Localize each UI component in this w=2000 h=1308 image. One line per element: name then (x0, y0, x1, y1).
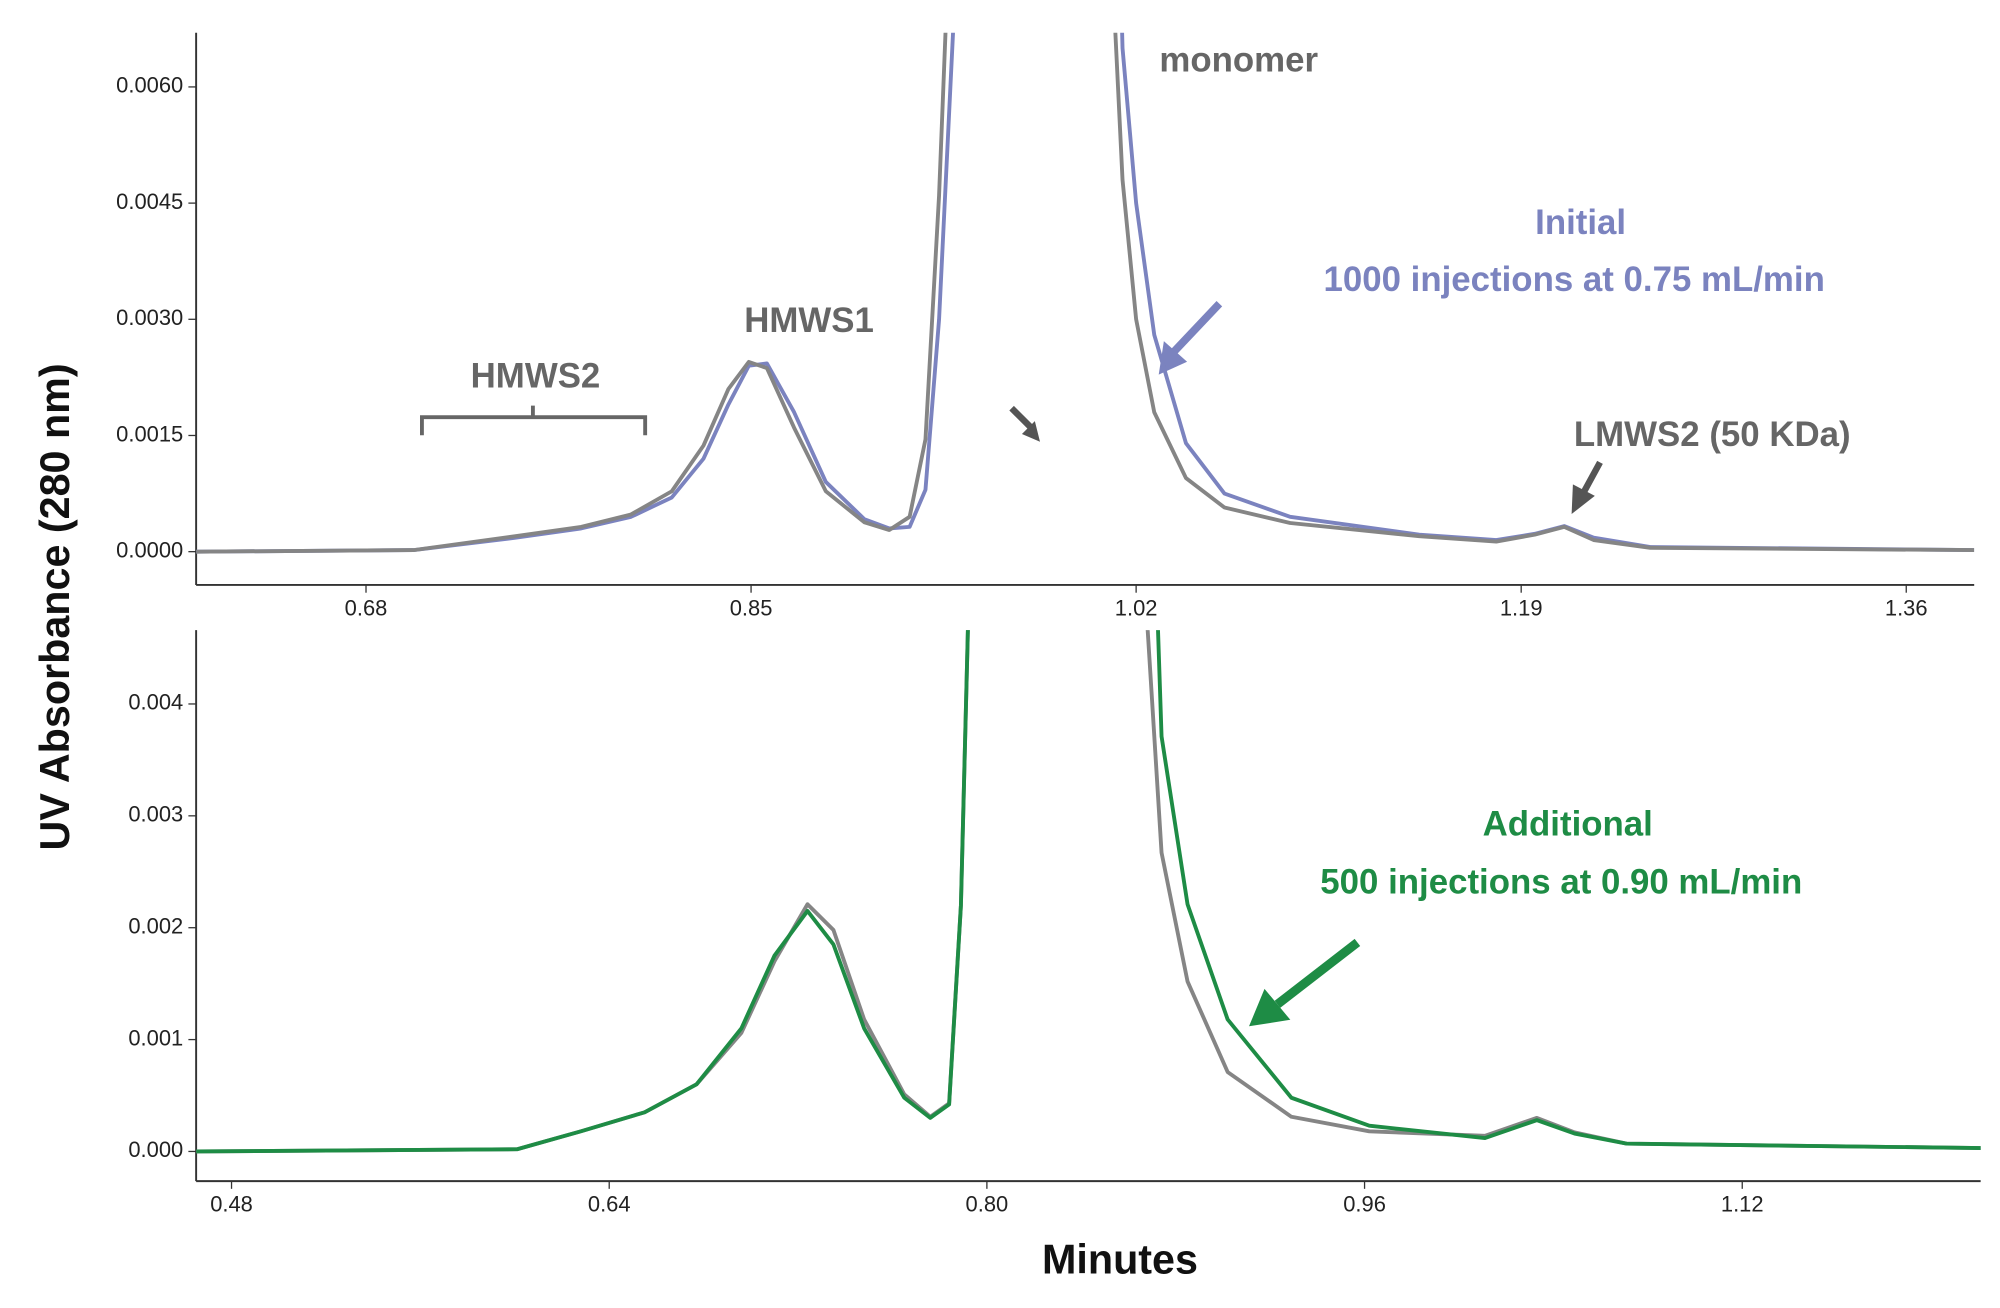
x-tick-label: 1.36 (1885, 595, 1928, 620)
arrow (1581, 460, 1603, 493)
y-tick-label: 0.000 (128, 1137, 183, 1162)
series-line (196, 32, 1975, 554)
x-tick-label: 0.85 (730, 595, 773, 620)
y-tick-label: 0.004 (128, 690, 183, 715)
arrow (1274, 938, 1361, 1008)
arrow-head (1021, 421, 1040, 442)
annotation: Initial (1535, 203, 1626, 242)
y-tick-label: 0.001 (128, 1025, 183, 1050)
x-tick-label: 0.96 (1343, 1191, 1386, 1216)
arrow (1009, 405, 1035, 432)
x-tick-label: 0.48 (210, 1191, 253, 1216)
arrow-head (1158, 341, 1188, 375)
plot-area (196, 32, 1975, 554)
y-tick-label: 0.0060 (116, 73, 183, 98)
annotation: 500 injections at 0.90 mL/min (1320, 863, 1802, 902)
arrow-head (1249, 988, 1291, 1027)
annotation-arrows (420, 301, 1603, 1027)
x-tick-label: 0.80 (966, 1191, 1009, 1216)
x-tick-label: 1.19 (1500, 595, 1543, 620)
annotation: HMWS2 (471, 357, 601, 396)
arrow-head (1571, 484, 1595, 514)
y-tick-label: 0.002 (128, 914, 183, 939)
annotation: LMWS2 (50 KDa) (1574, 415, 1851, 454)
annotation: monomer (1159, 41, 1318, 80)
plot-area (196, 630, 1981, 1154)
y-axis-title: UV Absorbance (280 nm) (32, 363, 78, 850)
y-tick-label: 0.0015 (116, 421, 183, 446)
series-line (196, 630, 1981, 1154)
arrow (1171, 301, 1223, 355)
annotation: 1000 injections at 0.75 mL/min (1324, 260, 1825, 299)
y-tick-label: 0.0030 (116, 305, 183, 330)
y-tick-label: 0.0045 (116, 189, 183, 214)
x-tick-label: 1.12 (1721, 1191, 1764, 1216)
x-tick-label: 1.02 (1115, 595, 1158, 620)
series-line (196, 630, 1981, 1154)
annotation: HMWS1 (744, 301, 874, 340)
x-axis-title: Minutes (1042, 1236, 1198, 1282)
bracket (420, 405, 648, 436)
x-tick-label: 0.68 (345, 595, 388, 620)
annotation: Additional (1483, 804, 1653, 843)
y-tick-label: 0.0000 (116, 537, 183, 562)
y-tick-label: 0.003 (128, 802, 183, 827)
x-tick-label: 0.64 (588, 1191, 631, 1216)
